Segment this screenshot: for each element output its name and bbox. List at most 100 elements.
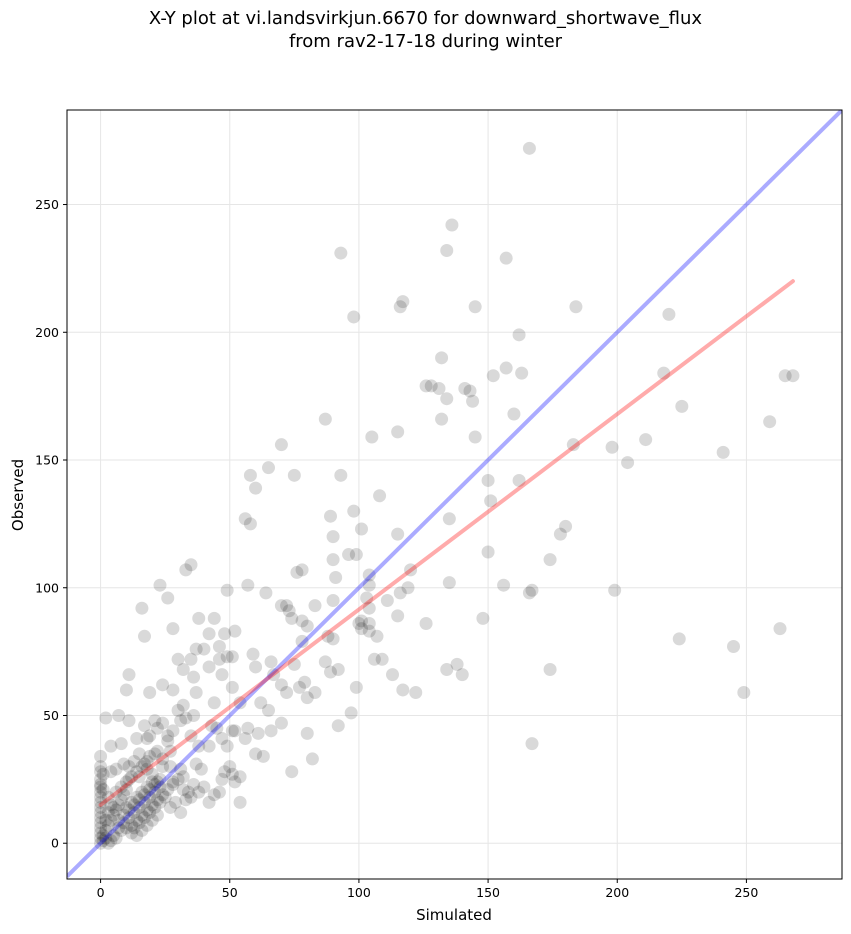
data-point bbox=[94, 831, 108, 845]
data-point bbox=[463, 384, 477, 398]
data-point bbox=[179, 793, 193, 807]
data-point bbox=[329, 571, 343, 585]
data-point bbox=[99, 823, 113, 837]
data-point bbox=[432, 381, 446, 395]
data-point bbox=[605, 440, 619, 454]
data-point bbox=[342, 548, 356, 562]
data-point bbox=[140, 731, 154, 745]
data-point bbox=[225, 680, 239, 694]
x-axis-label: Simulated bbox=[416, 906, 492, 924]
data-point bbox=[324, 665, 337, 679]
data-point bbox=[145, 813, 159, 827]
data-point bbox=[153, 780, 167, 794]
data-point bbox=[608, 583, 622, 597]
data-point bbox=[150, 721, 164, 735]
data-point bbox=[391, 425, 405, 439]
data-point bbox=[127, 821, 141, 835]
data-point bbox=[468, 430, 482, 444]
data-point bbox=[716, 445, 730, 459]
data-point bbox=[380, 594, 394, 608]
x-tick-label: 250 bbox=[734, 885, 758, 900]
data-point bbox=[675, 399, 689, 413]
data-point bbox=[169, 795, 182, 809]
data-point bbox=[246, 647, 260, 661]
data-point bbox=[145, 767, 159, 781]
data-point bbox=[355, 522, 368, 536]
data-point bbox=[727, 640, 740, 654]
data-point bbox=[104, 765, 118, 779]
data-point bbox=[370, 629, 384, 643]
fit-line bbox=[98, 279, 795, 807]
data-point bbox=[360, 591, 374, 605]
data-point bbox=[187, 670, 201, 684]
data-point bbox=[355, 614, 368, 628]
data-point bbox=[174, 762, 188, 776]
data-point bbox=[435, 351, 449, 365]
x-tick-label: 100 bbox=[347, 885, 371, 900]
data-point bbox=[295, 614, 309, 628]
y-tick-label: 150 bbox=[35, 453, 59, 468]
data-point bbox=[264, 655, 278, 669]
data-point bbox=[468, 300, 482, 314]
data-point bbox=[786, 369, 800, 383]
data-point bbox=[525, 583, 539, 597]
plot-frame bbox=[66, 109, 843, 880]
data-point bbox=[127, 798, 141, 812]
data-point bbox=[349, 548, 363, 562]
data-point bbox=[96, 829, 110, 843]
data-point bbox=[145, 798, 159, 812]
data-point bbox=[150, 808, 164, 822]
data-point bbox=[566, 438, 580, 452]
data-point bbox=[132, 793, 146, 807]
data-point bbox=[262, 703, 275, 717]
data-point bbox=[143, 749, 157, 763]
data-point bbox=[122, 714, 136, 728]
data-point bbox=[466, 394, 480, 408]
data-point bbox=[274, 716, 288, 730]
data-point bbox=[326, 594, 340, 608]
data-point bbox=[249, 481, 263, 495]
data-point bbox=[187, 708, 201, 722]
data-point bbox=[218, 765, 232, 779]
data-point bbox=[298, 675, 312, 689]
data-point bbox=[119, 800, 133, 814]
data-point bbox=[166, 724, 180, 738]
data-point bbox=[440, 663, 454, 677]
data-point bbox=[156, 788, 170, 802]
y-axis-label: Observed bbox=[9, 459, 27, 531]
data-point bbox=[125, 770, 139, 784]
data-point bbox=[192, 785, 206, 799]
data-point bbox=[140, 803, 154, 817]
data-point bbox=[148, 777, 162, 791]
data-point bbox=[207, 788, 221, 802]
data-point bbox=[189, 685, 203, 699]
data-point bbox=[202, 739, 216, 753]
data-point bbox=[140, 780, 154, 794]
data-point bbox=[525, 737, 539, 751]
data-point bbox=[153, 795, 167, 809]
data-point bbox=[112, 821, 126, 835]
data-point bbox=[569, 300, 583, 314]
data-point bbox=[176, 663, 190, 677]
data-point bbox=[262, 461, 275, 475]
data-point bbox=[458, 381, 472, 395]
data-point bbox=[101, 806, 115, 820]
data-point bbox=[148, 714, 162, 728]
data-point bbox=[409, 685, 423, 699]
data-point bbox=[233, 770, 247, 784]
data-point bbox=[486, 369, 500, 383]
data-point bbox=[94, 811, 108, 825]
data-point bbox=[145, 775, 159, 789]
data-point bbox=[228, 775, 242, 789]
data-point bbox=[435, 412, 449, 426]
axis-ticks: 0 50 100 150 200 250 0 50 100 150 200 250 bbox=[35, 197, 758, 900]
data-point bbox=[135, 823, 149, 837]
data-point bbox=[228, 624, 242, 638]
data-point bbox=[96, 767, 110, 781]
data-point bbox=[143, 685, 157, 699]
data-point bbox=[140, 762, 154, 776]
data-point bbox=[143, 783, 157, 797]
data-point bbox=[99, 813, 113, 827]
data-point bbox=[331, 663, 345, 677]
data-point bbox=[386, 668, 399, 682]
